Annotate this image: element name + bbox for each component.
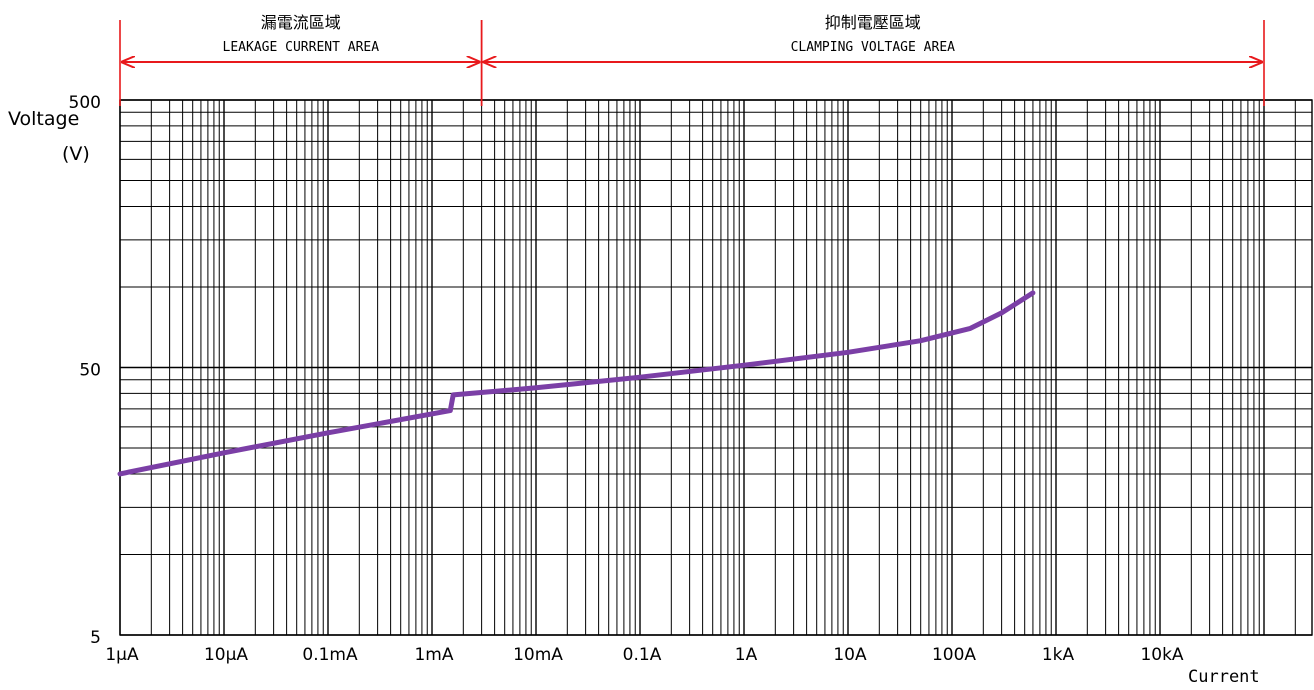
x-tick-label: 100A: [932, 645, 976, 665]
plot-border: [119, 99, 1313, 636]
x-tick-label: 1kA: [1042, 645, 1075, 665]
y-tick-labels: 5 50 500: [69, 93, 101, 648]
x-tick-label: 1mA: [414, 645, 453, 665]
x-tick-label: 1A: [735, 645, 758, 665]
x-tick-label: 10A: [833, 645, 867, 665]
vi-curve-line: [117, 290, 1036, 477]
x-tick-label: 10mA: [513, 645, 563, 665]
region-annotations: 漏電流區域 LEAKAGE CURRENT AREA 抑制電壓區域 CLAMPING …: [119, 13, 1265, 106]
x-tick-labels: 1μA 10μA 0.1mA 1mA 10mA 0.1A 1A 10A 100A 1kA 10kA: [105, 645, 1184, 665]
region-subtitle: CLAMPING VOLTAGE AREA: [791, 40, 956, 55]
x-tick-label: 10μA: [204, 645, 248, 665]
region-title: 抑制電壓區域: [825, 13, 921, 32]
y-tick-label: 500: [69, 93, 101, 113]
region-subtitle: LEAKAGE CURRENT AREA: [223, 40, 380, 55]
region-title: 漏電流區域: [261, 13, 341, 32]
x-axis-label: Current: [1188, 667, 1260, 687]
y-axis-label: Voltage: [8, 108, 79, 130]
x-tick-label: 0.1A: [623, 645, 662, 665]
y-axis-unit: (V): [62, 143, 90, 165]
series-layer: [117, 290, 1036, 477]
y-tick-label: 50: [79, 361, 101, 381]
plot-grid: [119, 99, 1313, 636]
x-tick-label: 0.1mA: [302, 645, 358, 665]
x-tick-label: 10kA: [1140, 645, 1183, 665]
x-tick-label: 1μA: [105, 645, 139, 665]
y-tick-label: 5: [90, 628, 101, 648]
